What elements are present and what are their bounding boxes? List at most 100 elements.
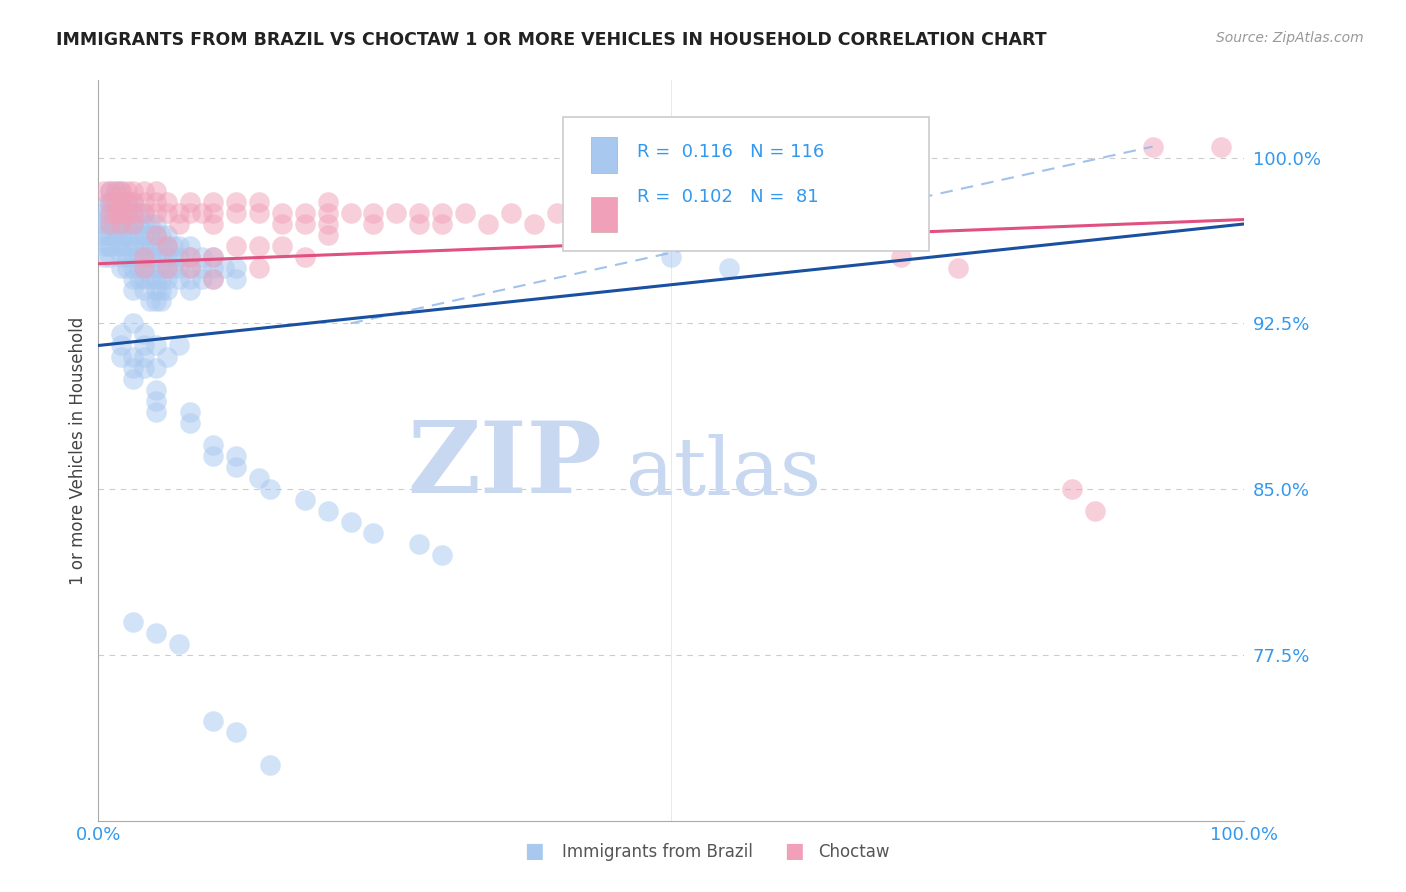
Point <box>179 272 201 286</box>
Point <box>225 449 247 463</box>
Point <box>363 217 385 231</box>
Point <box>156 239 179 253</box>
Point <box>145 294 167 309</box>
Point <box>134 261 156 276</box>
Point <box>454 206 477 220</box>
Point <box>190 261 212 276</box>
Point <box>98 239 121 253</box>
Point <box>637 217 659 231</box>
Point <box>363 206 385 220</box>
Point <box>145 261 167 276</box>
Point <box>134 184 156 198</box>
Point <box>115 217 138 231</box>
Point <box>523 217 546 231</box>
Point <box>156 227 179 242</box>
Point <box>139 272 162 286</box>
Point <box>179 261 201 276</box>
Point <box>1062 482 1084 496</box>
Point <box>156 261 179 276</box>
Point <box>110 350 132 364</box>
Point <box>128 206 150 220</box>
Point <box>139 294 162 309</box>
Point <box>104 194 127 209</box>
FancyBboxPatch shape <box>562 118 929 251</box>
Point <box>128 227 150 242</box>
Point <box>134 227 156 242</box>
Point <box>110 261 132 276</box>
Point <box>156 261 179 276</box>
Point <box>294 206 316 220</box>
Point <box>316 194 339 209</box>
Point <box>946 261 969 276</box>
Bar <box>591 196 617 232</box>
Point <box>190 250 212 264</box>
Point <box>101 206 124 220</box>
Point <box>190 272 212 286</box>
Point <box>134 206 156 220</box>
Text: R =  0.102   N =  81: R = 0.102 N = 81 <box>637 187 818 206</box>
Point <box>115 184 138 198</box>
Point <box>179 194 201 209</box>
Point <box>97 206 120 220</box>
Point <box>225 194 247 209</box>
Point <box>202 206 225 220</box>
Point <box>121 239 143 253</box>
Point <box>145 250 167 264</box>
Point <box>150 261 173 276</box>
Point <box>430 549 453 563</box>
Point <box>93 217 115 231</box>
Point <box>110 217 132 231</box>
Point <box>247 194 270 209</box>
Point <box>110 206 132 220</box>
Point <box>98 194 121 209</box>
Text: R =  0.116   N = 116: R = 0.116 N = 116 <box>637 144 824 161</box>
Point <box>110 250 132 264</box>
Point <box>339 206 361 220</box>
Point <box>145 184 167 198</box>
Point <box>134 194 156 209</box>
Point <box>1211 139 1233 153</box>
Point <box>179 261 201 276</box>
Point <box>145 194 167 209</box>
Point <box>145 227 167 242</box>
Point <box>104 184 127 198</box>
Point <box>294 493 316 508</box>
Point <box>259 482 281 496</box>
Point <box>150 294 173 309</box>
Point <box>115 194 138 209</box>
Point <box>134 338 156 352</box>
Point <box>339 516 361 530</box>
Point <box>110 338 132 352</box>
Point <box>93 206 115 220</box>
Point <box>104 206 127 220</box>
Point <box>115 239 138 253</box>
Point <box>162 250 184 264</box>
Point <box>156 194 179 209</box>
Point <box>145 283 167 297</box>
Point <box>145 217 167 231</box>
Point <box>108 227 131 242</box>
Text: Source: ZipAtlas.com: Source: ZipAtlas.com <box>1216 31 1364 45</box>
Point <box>121 194 143 209</box>
Point <box>270 239 292 253</box>
Point <box>128 250 150 264</box>
Point <box>179 283 201 297</box>
Point <box>259 758 281 772</box>
Point <box>247 261 270 276</box>
Point <box>121 350 143 364</box>
Point <box>110 194 132 209</box>
Text: ■: ■ <box>524 841 544 861</box>
Point <box>101 217 124 231</box>
Point <box>179 250 201 264</box>
Point <box>179 250 201 264</box>
Point <box>108 206 131 220</box>
Point <box>592 206 614 220</box>
Point <box>93 227 115 242</box>
Point <box>225 272 247 286</box>
Point <box>101 194 124 209</box>
Point <box>110 206 132 220</box>
Point <box>408 206 430 220</box>
Bar <box>591 137 617 173</box>
Text: IMMIGRANTS FROM BRAZIL VS CHOCTAW 1 OR MORE VEHICLES IN HOUSEHOLD CORRELATION CH: IMMIGRANTS FROM BRAZIL VS CHOCTAW 1 OR M… <box>56 31 1047 49</box>
Point <box>110 239 132 253</box>
